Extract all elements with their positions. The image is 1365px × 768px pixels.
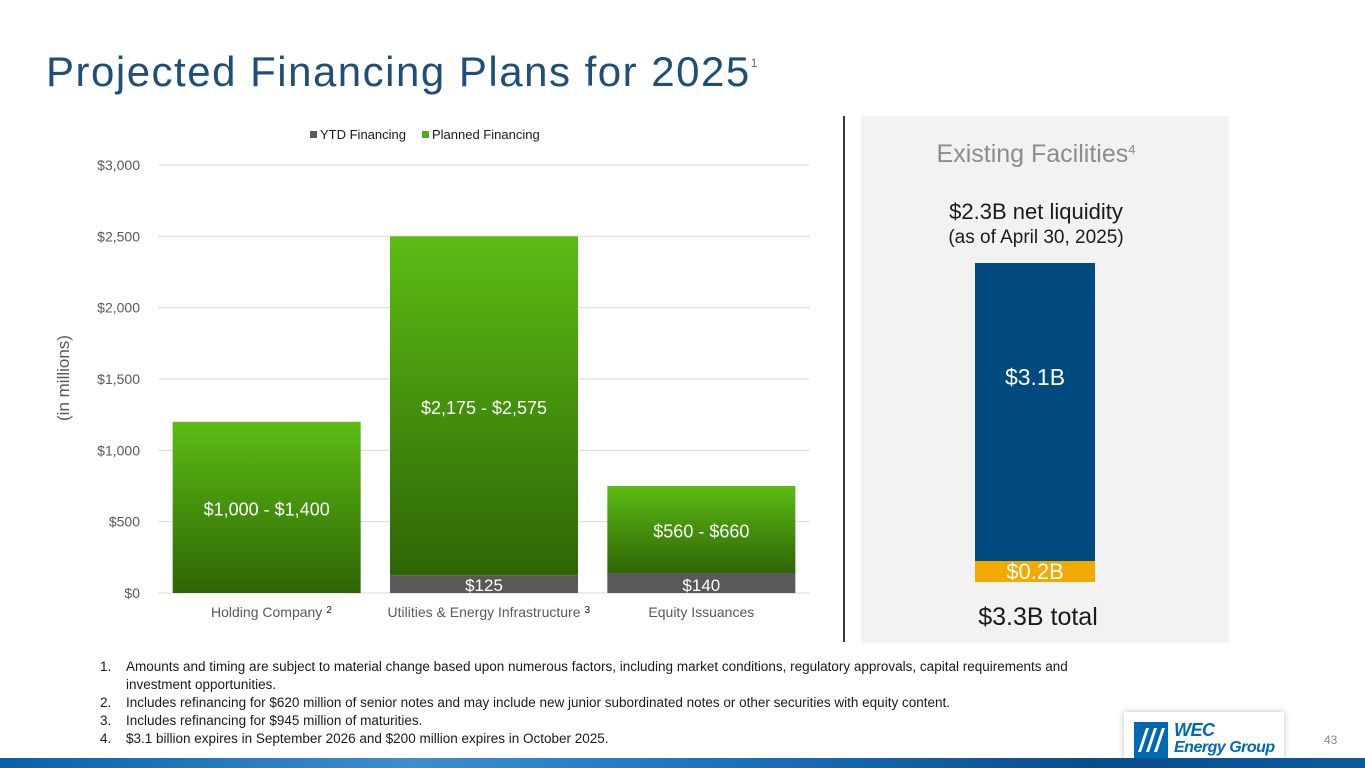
logo-line1: WEC <box>1174 720 1215 740</box>
y-axis-label: (in millions) <box>54 335 73 421</box>
footnote-number: 1. <box>100 659 112 674</box>
y-axis-ticks: $0 $500 $1,000 $1,500 $2,000 $2,500 $3,000 <box>97 157 140 601</box>
financing-bar-chart: $0 $500 $1,000 $1,500 $2,000 $2,500 $3,000 $1,… <box>54 127 810 620</box>
facility-segment-0-2b: $0.2B <box>975 558 1095 584</box>
facility-segment-3-1b: $3.1B <box>975 263 1095 561</box>
bottom-accent-bar <box>0 758 1365 768</box>
section-divider <box>843 116 845 642</box>
x-tick-footnote-marker: 3 <box>584 605 590 616</box>
x-tick-label: Utilities & Energy Infrastructure <box>388 604 581 620</box>
planned-bar <box>172 421 361 593</box>
x-axis-ticks: Holding Company 2 Utilities & Energy Infra… <box>211 604 754 620</box>
y-tick-label: $3,000 <box>97 157 140 173</box>
bars <box>172 236 796 593</box>
legend: YTD Financing Planned Financing <box>310 127 540 142</box>
legend-label: YTD Financing <box>320 127 406 142</box>
facilities-total: $3.3B total <box>978 603 1098 631</box>
facility-segment-label: $3.1B <box>1004 363 1066 390</box>
planned-bar <box>390 236 578 576</box>
y-tick-label: $0 <box>124 585 140 601</box>
panel-title-footnote-marker: 4 <box>1128 142 1136 157</box>
logo-line2: Energy Group <box>1174 739 1275 756</box>
bar-value-label: $140 <box>682 576 720 595</box>
bar-value-label: $2,175 - $2,575 <box>421 398 547 418</box>
page-number: 43 <box>1324 733 1338 747</box>
footnotes: 1. Amounts and timing are subject to mate… <box>100 658 1090 748</box>
footnote-text: Includes refinancing for $620 million of… <box>126 695 950 710</box>
facility-segment-label: $0.2B <box>1006 558 1064 584</box>
footnote-number: 2. <box>100 695 112 710</box>
footnote-text: Includes refinancing for $945 million of… <box>126 713 423 728</box>
footnote-number: 3. <box>100 713 112 728</box>
y-tick-label: $1,500 <box>97 371 140 387</box>
panel-title-text: Existing Facilities <box>936 140 1129 168</box>
legend-swatch-planned <box>421 131 429 138</box>
page-title: Projected Financing Plans for 20251 <box>46 48 757 96</box>
x-tick-label: Holding Company <box>211 604 322 620</box>
title-text: Projected Financing Plans for 2025 <box>46 48 751 95</box>
bar-value-label: $125 <box>465 576 503 595</box>
wec-logo-text: WEC Energy Group <box>1174 720 1275 756</box>
x-tick-label: Equity Issuances <box>648 604 754 620</box>
existing-facilities-panel: Existing Facilities4 $2.3B net liquidity… <box>861 116 1229 643</box>
net-liquidity: $2.3B net liquidity <box>949 199 1123 224</box>
panel-title: Existing Facilities4 <box>861 140 1211 169</box>
planned-bar <box>607 486 796 574</box>
liquidity-date: (as of April 30, 2025) <box>948 227 1124 248</box>
data-labels: $1,000 - $1,400 $125 $2,175 - $2,575 $140 $5… <box>204 398 750 595</box>
y-tick-label: $1,000 <box>97 442 140 458</box>
legend-swatch-ytd <box>310 131 317 138</box>
title-footnote-marker: 1 <box>750 56 758 70</box>
bar-value-label: $1,000 - $1,400 <box>204 499 330 519</box>
ytd-bar <box>607 573 796 593</box>
footnote-item: 1. Amounts and timing are subject to mate… <box>100 658 1090 694</box>
footnote-item: 4. $3.1 billion expires in September 2026… <box>100 730 1090 748</box>
footnote-item: 2. Includes refinancing for $620 million … <box>100 694 1090 712</box>
wec-logo-mark-icon <box>1134 722 1168 758</box>
footnote-text: $3.1 billion expires in September 2026 a… <box>126 731 609 746</box>
footnote-number: 4. <box>100 731 112 746</box>
facilities-stacked-bar: $3.1B $0.2B <box>975 263 1095 584</box>
bar-value-label: $560 - $660 <box>653 522 749 542</box>
legend-label: Planned Financing <box>432 127 540 142</box>
y-tick-label: $500 <box>109 514 140 530</box>
x-tick-footnote-marker: 2 <box>326 605 332 616</box>
y-tick-label: $2,000 <box>97 300 140 316</box>
footnote-item: 3. Includes refinancing for $945 million … <box>100 712 1090 730</box>
y-tick-label: $2,500 <box>97 228 140 244</box>
ytd-bar <box>390 575 578 593</box>
footnote-text: Amounts and timing are subject to materi… <box>126 659 1068 692</box>
